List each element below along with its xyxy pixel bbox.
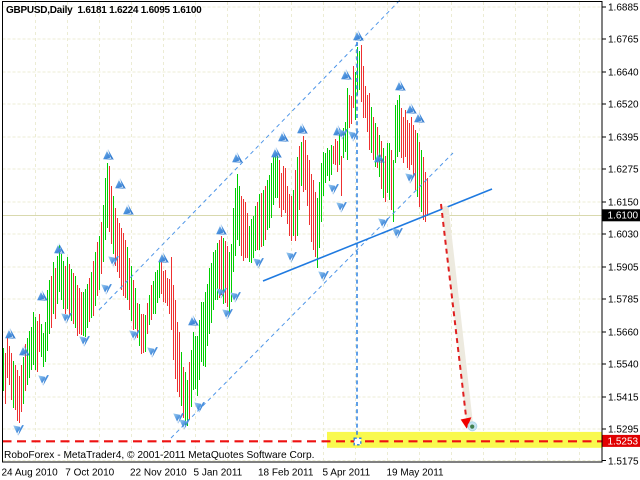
svg-text:22 Nov 2010: 22 Nov 2010 bbox=[130, 468, 187, 479]
svg-text:19 May 2011: 19 May 2011 bbox=[387, 468, 445, 479]
svg-text:1.6150: 1.6150 bbox=[608, 198, 639, 209]
svg-text:18 Feb 2011: 18 Feb 2011 bbox=[258, 468, 314, 479]
svg-text:7 Oct 2010: 7 Oct 2010 bbox=[65, 468, 114, 479]
svg-text:1.5415: 1.5415 bbox=[608, 393, 639, 404]
svg-text:5 Jan 2011: 5 Jan 2011 bbox=[194, 468, 243, 479]
svg-text:1.5905: 1.5905 bbox=[608, 263, 639, 274]
svg-text:1.6640: 1.6640 bbox=[608, 68, 639, 79]
svg-text:5 Apr 2011: 5 Apr 2011 bbox=[323, 468, 371, 479]
svg-text:1.6520: 1.6520 bbox=[608, 99, 639, 110]
svg-text:1.5295: 1.5295 bbox=[608, 424, 639, 435]
svg-text:1.6275: 1.6275 bbox=[608, 164, 639, 175]
svg-text:1.5785: 1.5785 bbox=[608, 294, 639, 305]
svg-text:1.6395: 1.6395 bbox=[608, 133, 639, 144]
svg-text:1.6765: 1.6765 bbox=[608, 34, 639, 45]
svg-text:1.6030: 1.6030 bbox=[608, 229, 639, 240]
svg-text:1.5253: 1.5253 bbox=[608, 436, 639, 447]
svg-text:1.5175: 1.5175 bbox=[608, 456, 639, 467]
svg-text:GBPUSD,Daily 1.6181 1.6224 1.: GBPUSD,Daily 1.6181 1.6224 1.6095 1.6100 bbox=[6, 5, 202, 16]
svg-text:RoboForex - MetaTrader4, © 200: RoboForex - MetaTrader4, © 2001-2011 Met… bbox=[4, 450, 314, 461]
svg-text:24 Aug 2010: 24 Aug 2010 bbox=[2, 468, 59, 479]
svg-text:1.6885: 1.6885 bbox=[608, 3, 639, 14]
svg-text:1.6100: 1.6100 bbox=[608, 211, 639, 222]
svg-text:1.5540: 1.5540 bbox=[608, 359, 639, 370]
svg-text:1.5660: 1.5660 bbox=[608, 328, 639, 339]
